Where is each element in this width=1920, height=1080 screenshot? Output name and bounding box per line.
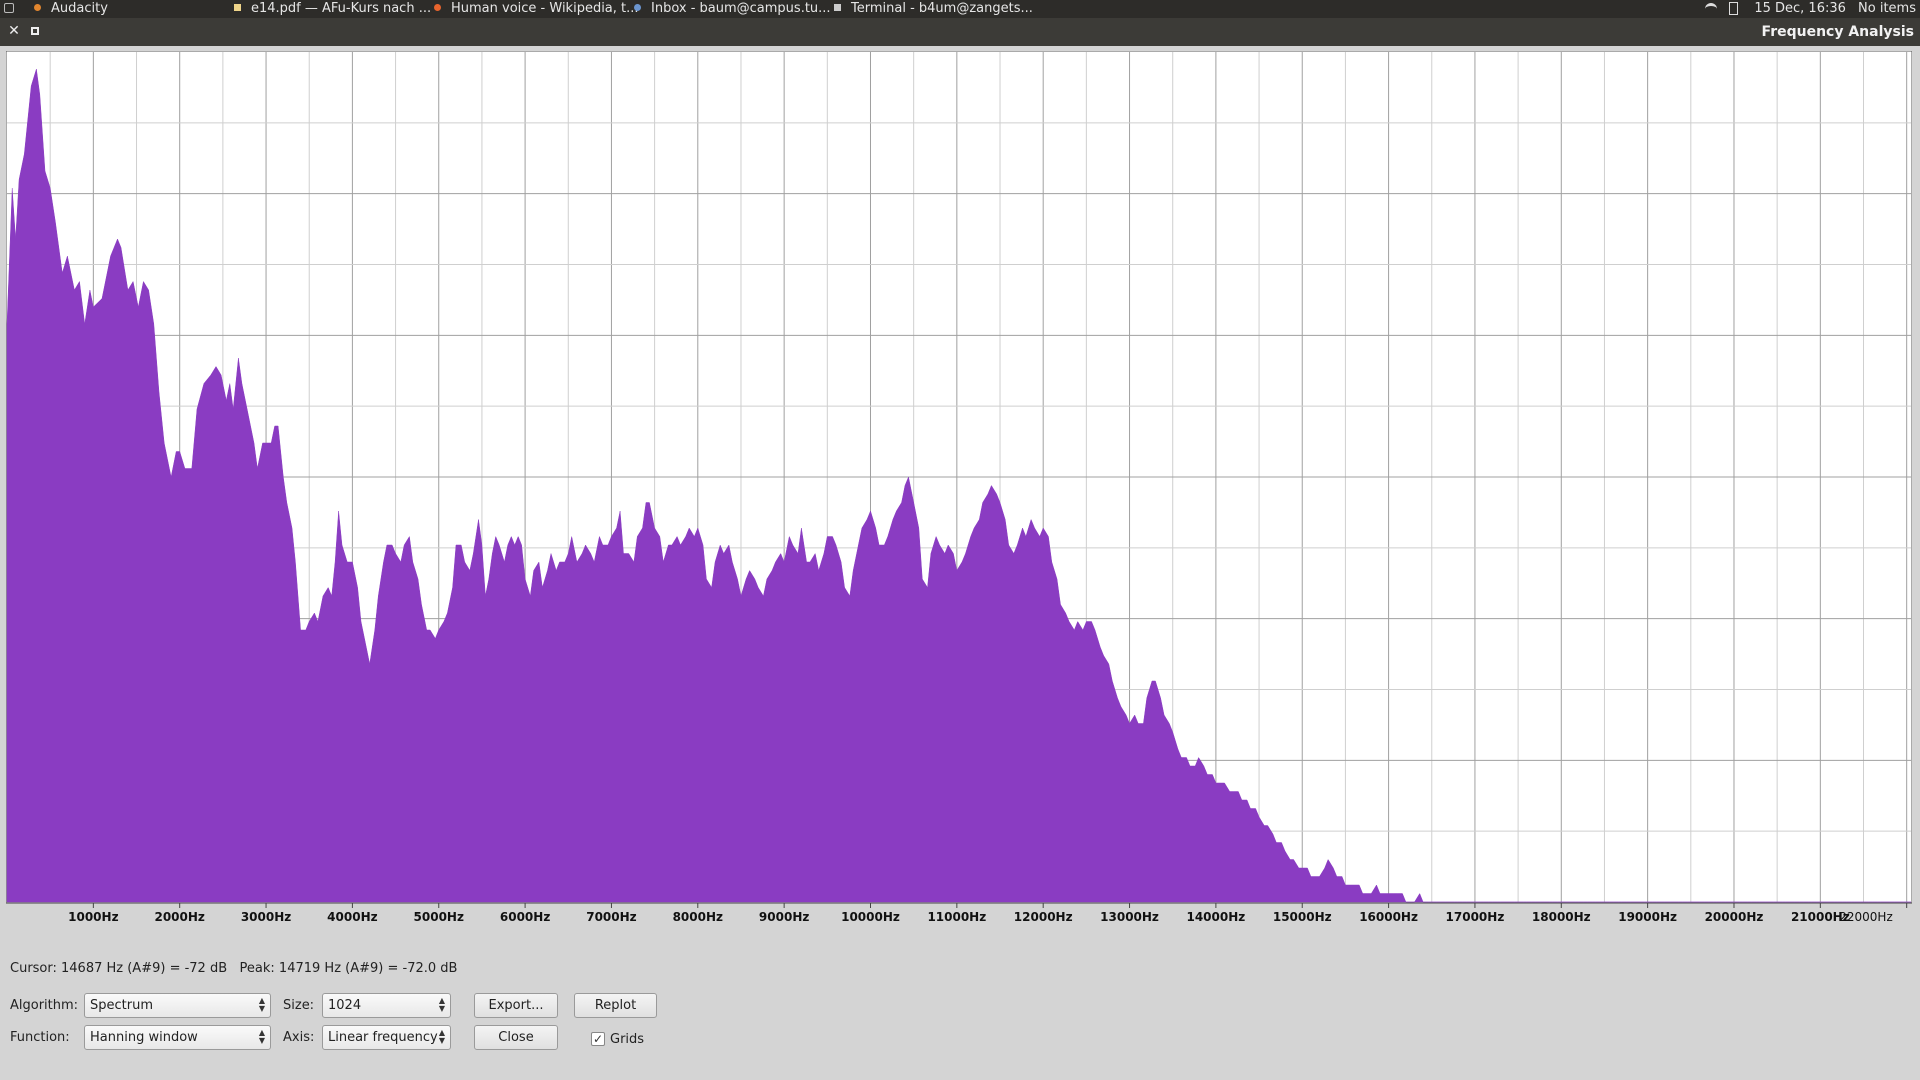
axis-select[interactable]: Linear frequency ▲ ▼ [322,1025,451,1050]
x-tick-label: 12000Hz [1014,910,1073,924]
top-panel: Audacity e14.pdf — AFu-Kurs nach ... Hum… [0,0,1920,18]
x-tick-label: 10000Hz [841,910,900,924]
spectrum-area [6,68,1911,903]
x-tick-label: 11000Hz [927,910,986,924]
taskbar-item-firefox[interactable]: Human voice - Wikipedia, t... [434,0,639,18]
close-icon[interactable]: ✕ [8,23,20,39]
spinner-arrows-icon: ▲ ▼ [258,1028,266,1045]
export-button[interactable]: Export... [474,993,558,1018]
x-tick-label: 16000Hz [1359,910,1418,924]
spinner-arrows-icon: ▲ ▼ [258,996,266,1013]
clock[interactable]: 15 Dec, 16:36 [1754,1,1846,16]
taskbar-item-document[interactable]: e14.pdf — AFu-Kurs nach ... [234,0,431,18]
x-tick-label: 17000Hz [1446,910,1505,924]
close-button[interactable]: Close [474,1025,558,1050]
x-tick-label: 18000Hz [1532,910,1591,924]
algorithm-label: Algorithm: [10,998,79,1013]
peak-readout: Peak: 14719 Hz (A#9) = -72.0 dB [239,961,458,976]
status-line: Cursor: 14687 Hz (A#9) = -72 dB Peak: 14… [10,961,457,976]
x-tick-label: 7000Hz [586,910,636,924]
x-tick-label: 20000Hz [1705,910,1764,924]
grids-checkbox[interactable]: ✓ [591,1032,605,1046]
spectrum-plot[interactable]: 1000Hz 2000Hz 3000Hz 4000Hz 5000Hz 6000Hz 7000… [6,51,1912,927]
firefox-icon [434,4,441,11]
x-tick-label: 2000Hz [154,910,204,924]
wifi-icon[interactable] [1705,2,1718,15]
x-tick-label: 13000Hz [1100,910,1159,924]
cursor-readout: Cursor: 14687 Hz (A#9) = -72 dB [10,961,228,976]
x-tick-label: 6000Hz [500,910,550,924]
x-tick-label: 4000Hz [327,910,377,924]
document-viewer-icon [234,4,241,11]
window-square-icon[interactable] [4,3,14,13]
x-tick-label: 5000Hz [414,910,464,924]
maximize-icon[interactable] [31,27,39,35]
size-label: Size: [283,998,315,1013]
x-tick-label: 1000Hz [68,910,118,924]
x-tick-label: 8000Hz [673,910,723,924]
checkmark-icon: ✓ [593,1032,604,1046]
notifications-indicator[interactable]: No items [1858,1,1916,16]
battery-icon[interactable] [1729,2,1739,15]
algorithm-select[interactable]: Spectrum ▲ ▼ [84,993,271,1018]
spectrum-svg[interactable]: 1000Hz 2000Hz 3000Hz 4000Hz 5000Hz 6000Hz 7000… [6,51,1912,927]
grids-label: Grids [610,1032,645,1047]
taskbar-item-thunderbird[interactable]: Inbox - baum@campus.tu... [634,0,831,18]
x-tick-label: 3000Hz [241,910,291,924]
thunderbird-icon [634,4,641,11]
terminal-icon [834,4,841,11]
x-tick-label: 15000Hz [1273,910,1332,924]
function-select[interactable]: Hanning window ▲ ▼ [84,1025,271,1050]
taskbar-item-terminal[interactable]: Terminal - b4um@zangets... [834,0,1033,18]
spinner-arrows-icon: ▲ ▼ [438,996,446,1013]
x-tick-label: 9000Hz [759,910,809,924]
function-label: Function: [10,1030,70,1045]
x-tick-label: 22000Hz [1839,910,1893,924]
size-select[interactable]: 1024 ▲ ▼ [322,993,451,1018]
x-tick-label: 19000Hz [1618,910,1677,924]
system-tray: 15 Dec, 16:36 No items [1705,0,1916,18]
taskbar-item-audacity[interactable]: Audacity [34,0,108,18]
x-tick-label: 21000Hz [1791,910,1850,924]
spinner-arrows-icon: ▲ ▼ [438,1028,446,1045]
replot-button[interactable]: Replot [574,993,657,1018]
x-tick-label: 14000Hz [1186,910,1245,924]
axis-label: Axis: [283,1030,315,1045]
window-titlebar: ✕ Frequency Analysis [0,18,1920,46]
window-title: Frequency Analysis [1761,24,1914,40]
audacity-icon [34,4,41,11]
